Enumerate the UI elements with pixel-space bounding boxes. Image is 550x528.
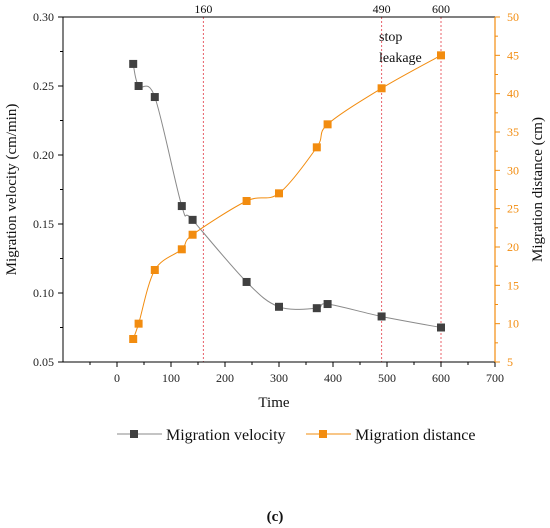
data-point-velocity (312, 304, 321, 313)
y2-tick-label: 5 (507, 355, 513, 369)
y-tick-label: 0.25 (33, 79, 54, 93)
data-point-velocity (242, 277, 251, 286)
x-tick-label: 600 (432, 371, 450, 385)
data-point-velocity (188, 215, 197, 224)
series-line-velocity (132, 63, 442, 328)
data-point-distance (275, 189, 283, 198)
reference-line-label: 600 (432, 2, 450, 16)
y2-tick-label: 25 (507, 202, 519, 216)
annotation-stop: stop (379, 30, 402, 45)
y2-tick-label: 35 (507, 125, 519, 139)
reference-line-label: 160 (194, 2, 212, 16)
data-point-velocity (177, 202, 186, 211)
data-point-distance (177, 245, 186, 254)
data-point-distance (377, 84, 386, 93)
data-point-velocity (323, 300, 332, 309)
y-tick-label: 0.15 (33, 217, 54, 231)
y2-tick-label: 40 (507, 87, 519, 101)
x-tick-label: 300 (270, 371, 288, 385)
x-tick-label: 700 (486, 371, 504, 385)
legend-label-distance: Migration distance (355, 427, 475, 444)
data-point-distance (134, 319, 143, 328)
data-point-velocity (134, 82, 143, 90)
y2-tick-label: 10 (507, 317, 519, 331)
data-point-distance (312, 143, 321, 152)
y-axis-label: Migration velocity (cm/min) (4, 104, 20, 276)
data-point-velocity (129, 59, 138, 68)
y2-axis-label: Migration distance (cm) (530, 117, 546, 262)
y2-tick-label: 15 (507, 278, 519, 292)
data-point-velocity (275, 302, 283, 311)
x-tick-label: 400 (324, 371, 342, 385)
data-point-distance (437, 51, 445, 60)
data-point-distance (323, 120, 332, 129)
y2-tick-label: 30 (507, 163, 519, 177)
annotation-leakage: leakage (379, 51, 422, 66)
x-tick-label: 100 (162, 371, 180, 385)
legend-marker-distance (319, 430, 327, 438)
y2-tick-label: 50 (507, 10, 519, 24)
x-tick-label: 200 (216, 371, 234, 385)
y2-tick-label: 20 (507, 240, 519, 254)
data-point-distance (242, 197, 251, 205)
y-tick-label: 0.05 (33, 355, 54, 369)
legend-label-velocity: Migration velocity (166, 427, 286, 444)
data-point-velocity (377, 312, 386, 321)
x-tick-label: 500 (378, 371, 396, 385)
figure-caption: (c) (267, 509, 284, 525)
data-point-distance (188, 230, 197, 239)
y-tick-label: 0.10 (33, 286, 54, 300)
legend-marker-velocity (130, 430, 138, 438)
data-point-velocity (150, 93, 159, 102)
y-tick-label: 0.20 (33, 148, 54, 162)
reference-line-label: 490 (373, 2, 391, 16)
data-point-distance (129, 335, 138, 343)
y2-tick-label: 45 (507, 48, 519, 62)
x-axis-label: Time (258, 395, 289, 411)
data-point-distance (150, 266, 159, 274)
data-point-velocity (437, 323, 445, 332)
y-tick-label: 0.30 (33, 10, 54, 24)
x-tick-label: 0 (114, 371, 120, 385)
